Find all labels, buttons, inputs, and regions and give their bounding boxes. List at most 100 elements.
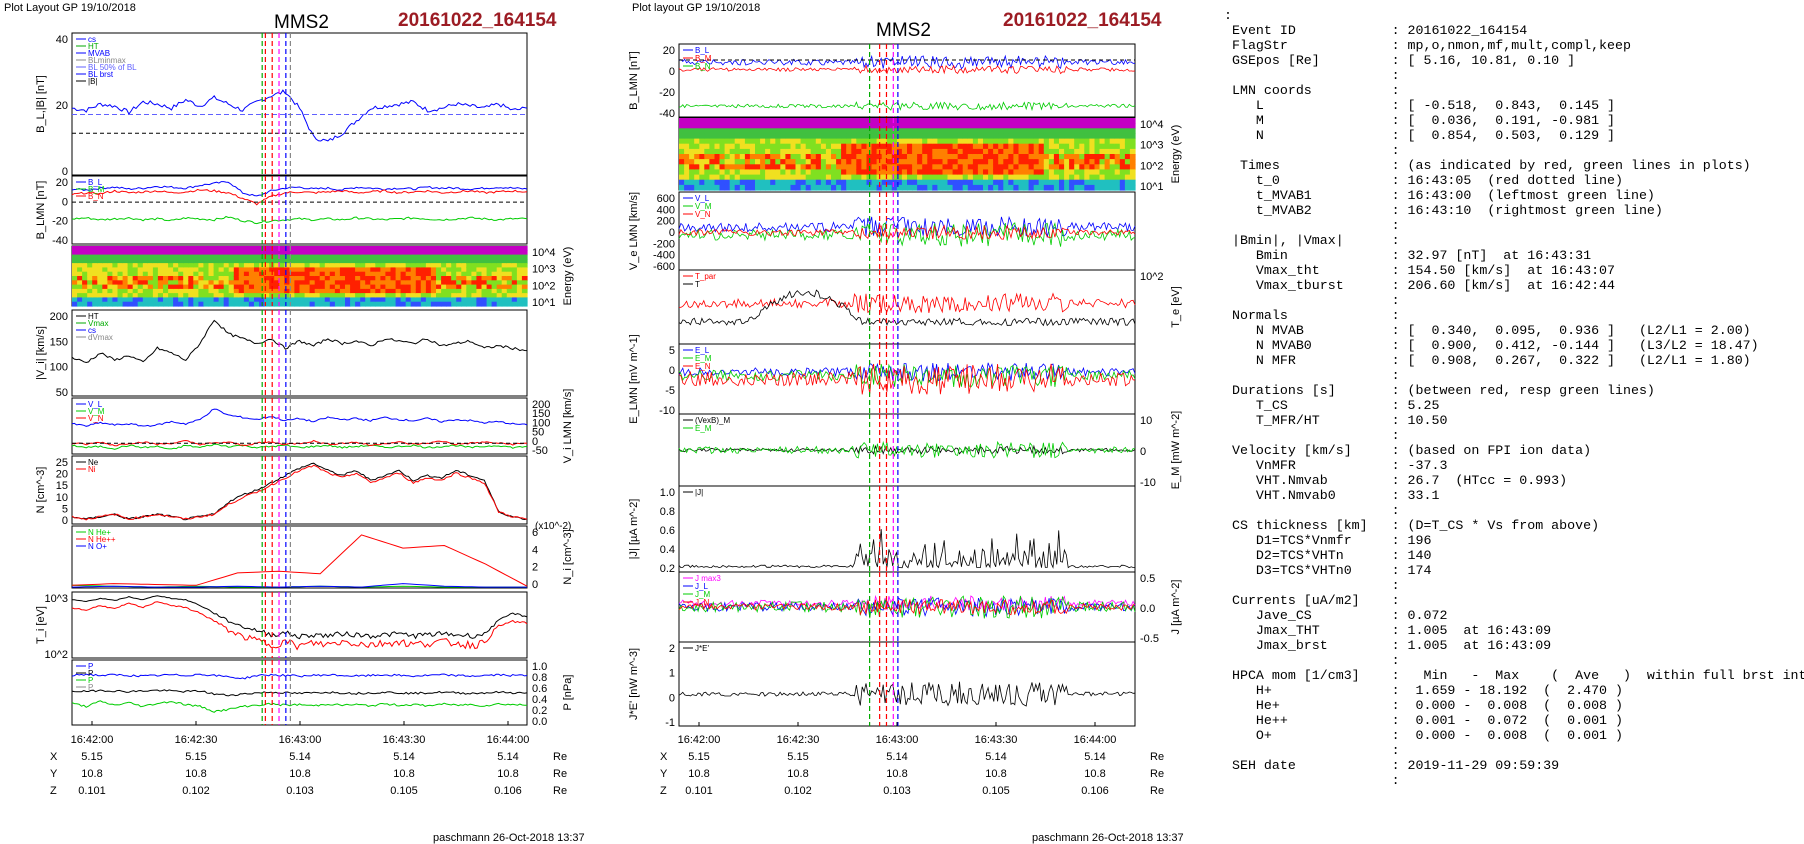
info-value: : [ 0.900, 0.412, -0.144 ] (L3/L2 = 18.4… <box>1391 338 1759 353</box>
info-row: M : [ 0.036, 0.191, -0.981 ] <box>1224 113 1615 128</box>
left-ephem-value: 0.102 <box>182 785 210 797</box>
center-ylabel: E_LMN [mV m^-1] <box>628 334 640 424</box>
info-row: Bmin : 32.97 [nT] at 16:43:31 <box>1224 248 1591 263</box>
left-series-B_M <box>71 215 528 225</box>
center-ylabel: V_e LMN [km/s] <box>628 192 640 270</box>
info-value: : -37.3 <box>1391 458 1448 473</box>
left-ytick-label: 0.4 <box>532 694 547 706</box>
info-row: N : [ 0.854, 0.503, 0.129 ] <box>1224 128 1615 143</box>
info-key: LMN coords <box>1224 83 1392 98</box>
info-row: : <box>1224 368 1400 383</box>
left-ephem-unit: Re <box>553 768 567 780</box>
left-ylabel: B_LMN [nT] <box>35 181 47 240</box>
left-series-Ni <box>71 462 528 521</box>
left-series-B_L <box>71 181 528 197</box>
left-panel-frame <box>71 32 528 176</box>
center-ephem-value: 10.8 <box>886 768 907 780</box>
left-legend-label: P <box>88 662 93 671</box>
info-key <box>1224 368 1392 383</box>
info-row: N MVAB : [ 0.340, 0.095, 0.936 ] (L2/L1 … <box>1224 323 1751 338</box>
info-value: : 196 <box>1391 533 1432 548</box>
center-ephem-value: 5.14 <box>985 751 1006 763</box>
center-plot-header: Plot layout GP 19/10/2018 <box>632 2 761 14</box>
center-legend-label: B_N <box>695 62 711 71</box>
info-leading-colon: : <box>1224 8 1232 23</box>
info-key: Jave_CS <box>1224 608 1392 623</box>
left-xtick-label: 16:42:30 <box>175 734 218 746</box>
left-ephem-value: 10.8 <box>185 768 206 780</box>
left-legend-label: P <box>88 669 93 678</box>
info-row: HPCA mom [1/cm3] : Min - Max ( Ave ) wit… <box>1224 668 1804 683</box>
info-key: |Bmin|, |Vmax| <box>1224 233 1392 248</box>
center-panel-frame <box>678 413 1136 487</box>
left-ytick-label: 0 <box>62 166 68 178</box>
info-value: : <box>1391 743 1400 758</box>
left-spacecraft-label: MMS2 <box>274 12 329 33</box>
center-panel-frame <box>678 269 1136 345</box>
center-series-E_M <box>678 440 1136 459</box>
info-key: Jmax_brst <box>1224 638 1392 653</box>
center-legend-label: E_M <box>695 424 712 433</box>
left-series-P2 <box>71 689 528 697</box>
center-ylabel: Energy (eV) <box>1170 125 1182 184</box>
left-series-B_N <box>71 188 528 206</box>
left-legend-label: BLminmax <box>88 56 126 65</box>
center-legend-label: (VexB)_M <box>695 416 730 425</box>
info-key: D2=TCS*VHTn <box>1224 548 1392 563</box>
center-series-J_M <box>678 595 1136 619</box>
info-key <box>1224 578 1392 593</box>
left-ephem-value: 5.14 <box>289 751 310 763</box>
center-legend-label: V_L <box>695 194 710 203</box>
left-xtick-label: 16:43:00 <box>279 734 322 746</box>
info-value: : <box>1391 653 1400 668</box>
center-series-J_N <box>678 599 1136 616</box>
info-key: CS thickness [km] <box>1224 518 1392 533</box>
info-value: : [ 5.16, 10.81, 0.10 ] <box>1391 53 1576 68</box>
left-legend-label: Ni <box>88 465 96 474</box>
left-ytick-label: 0 <box>532 579 538 591</box>
left-ytick-label: 0 <box>532 436 538 448</box>
info-key <box>1224 743 1392 758</box>
info-value: : (between red, resp green lines) <box>1391 383 1655 398</box>
left-multiplier: (x10^-2) <box>535 521 571 532</box>
info-row: : <box>1224 773 1400 788</box>
center-ephem-value: 0.103 <box>883 785 911 797</box>
left-series-He++ <box>71 534 528 587</box>
center-series-V_M <box>678 221 1136 247</box>
left-series-T_par <box>71 601 528 651</box>
left-legend-label: N O+ <box>88 542 107 551</box>
left-legend-label: |B| <box>88 77 98 86</box>
info-row: : <box>1224 743 1400 758</box>
info-value: : 0.072 <box>1391 608 1448 623</box>
center-ephem-value: 0.102 <box>784 785 812 797</box>
left-legend-label: Ne <box>88 458 99 467</box>
info-key: Vmax_tburst <box>1224 278 1392 293</box>
left-legend-label: HT <box>88 312 99 321</box>
info-row: GSEpos [Re] : [ 5.16, 10.81, 0.10 ] <box>1224 53 1575 68</box>
info-row: LMN coords : <box>1224 83 1400 98</box>
left-legend-label: V_N <box>88 414 104 423</box>
center-ytick-label: 0.8 <box>660 506 675 518</box>
left-ytick-label: 200 <box>50 311 68 323</box>
center-ytick-label: 0.4 <box>660 544 675 556</box>
info-key: Bmin <box>1224 248 1392 263</box>
info-row: VHT.Nmvab : 26.7 (HTcc = 0.993) <box>1224 473 1567 488</box>
info-row: CS thickness [km] : (D=T_CS * Vs from ab… <box>1224 518 1599 533</box>
center-panel-frame <box>678 485 1136 573</box>
left-ephem-unit: Re <box>553 751 567 763</box>
left-legend-label: N He+ <box>88 528 111 537</box>
left-ephem-value: 0.103 <box>286 785 314 797</box>
left-event-title: 20161022_164154 <box>398 10 557 31</box>
center-ytick-label: -5 <box>665 385 675 397</box>
info-row: H+ : 1.659 - 18.192 ( 2.470 ) <box>1224 683 1623 698</box>
info-value: : <box>1391 308 1400 323</box>
center-ytick-label: 0.0 <box>1140 603 1155 615</box>
left-series-|Vi| <box>71 319 528 364</box>
left-legend-label: B_N <box>88 192 104 201</box>
center-series-|J| <box>678 529 1135 569</box>
info-key: Normals <box>1224 308 1392 323</box>
info-key <box>1224 773 1392 788</box>
info-row: : <box>1224 503 1400 518</box>
center-series-T <box>678 289 1136 327</box>
